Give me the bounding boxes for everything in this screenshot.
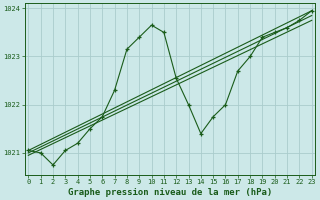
- X-axis label: Graphe pression niveau de la mer (hPa): Graphe pression niveau de la mer (hPa): [68, 188, 272, 197]
